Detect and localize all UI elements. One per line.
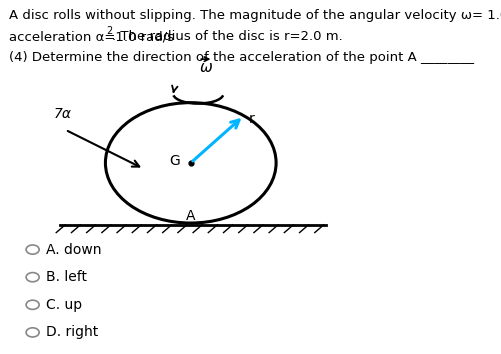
Text: r: r [248,113,254,126]
Text: A disc rolls without slipping. The magnitude of the angular velocity ω= 1.0 rad/: A disc rolls without slipping. The magni… [9,9,501,22]
Text: . The radius of the disc is r=2.0 m.: . The radius of the disc is r=2.0 m. [112,30,342,43]
Text: A. down: A. down [46,242,102,257]
Text: D. right: D. right [46,325,98,339]
Text: A: A [186,209,195,223]
Text: 7α: 7α [54,107,72,121]
Text: (4) Determine the direction of the acceleration of the point A ________: (4) Determine the direction of the accel… [9,51,473,64]
Text: B. left: B. left [46,270,87,284]
Text: C. up: C. up [46,298,82,312]
Text: G: G [169,154,179,168]
Text: acceleration α=1.0 rad/s: acceleration α=1.0 rad/s [9,30,174,43]
Text: ω: ω [199,61,212,75]
Text: 2: 2 [106,26,112,36]
